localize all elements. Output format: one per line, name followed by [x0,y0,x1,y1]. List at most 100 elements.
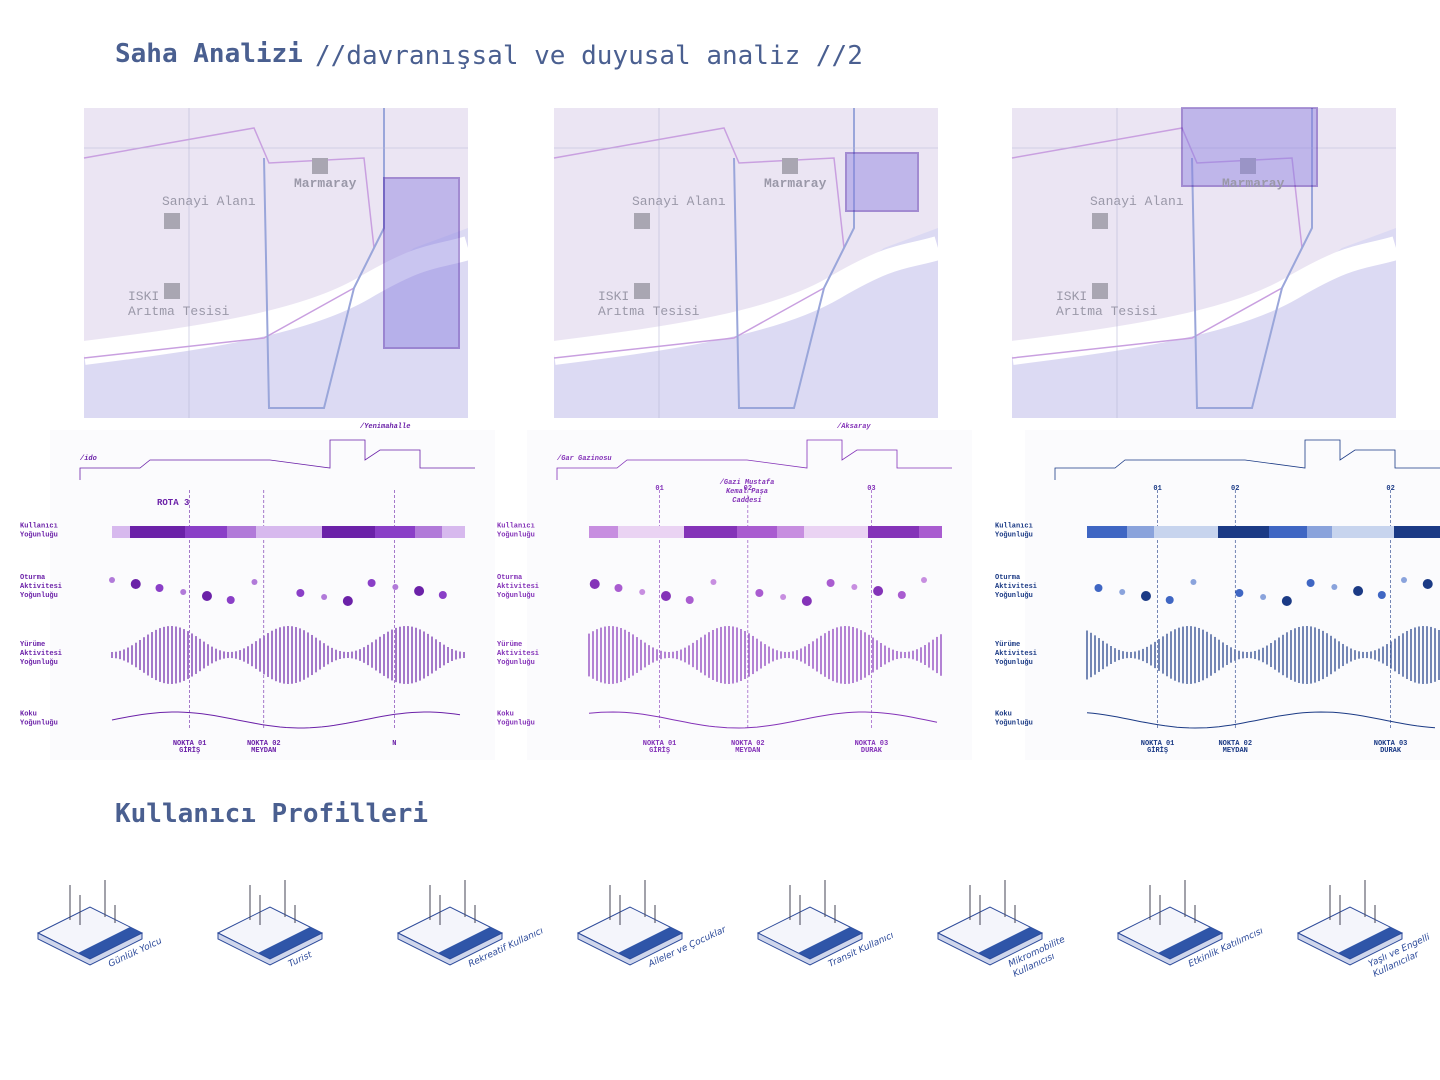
density-segment [130,526,185,538]
title: Saha Analizi [115,39,303,69]
point-label: GİRİŞ [1147,746,1168,755]
marker [1240,158,1256,174]
platform-side [217,932,323,966]
profile: Aileler ve Çocuklar [576,880,729,970]
row-label: Yoğunluğu [497,720,535,728]
map-label: ISKI [598,289,629,304]
seat-dot [710,579,717,585]
row-label: Yoğunluğu [497,659,535,667]
row-label: Yoğunluğu [995,659,1033,667]
seat-dot [685,596,694,604]
density-segment [185,526,227,538]
seat-dot [201,591,212,601]
row-label: Koku [497,711,514,719]
point-label: DURAK [861,747,883,755]
seat-dot [660,591,671,601]
density-segment [684,526,737,538]
density-segment [618,526,684,538]
seat-dot [130,579,141,589]
density-segment [112,526,130,538]
density-segment [375,526,415,538]
row-label: Yürüme [497,641,522,649]
marker [782,158,798,174]
skyline [556,439,952,480]
point-label: GİRİŞ [179,746,200,755]
row-label: Yürüme [20,641,45,649]
row-label: Yoğunluğu [995,720,1033,728]
map-label: Marmaray [764,176,827,191]
seat-dot [897,591,906,599]
row-label: Kullanıcı [20,523,58,531]
figure [249,880,296,925]
density-segment [1127,526,1154,538]
district [553,127,845,359]
seat-dot [1331,584,1338,590]
row-label: Kullanıcı [995,523,1033,531]
river [552,236,942,365]
street-label: Caddesi [732,497,761,505]
marker [634,283,650,299]
highlight [383,177,460,349]
skyline [1054,439,1440,480]
marker [1092,213,1108,229]
row-label: Aktivitesi [20,650,62,658]
boundary [263,108,385,409]
seat-dot [1260,594,1267,600]
profile: Etkinlik Katılımcısı [1116,880,1265,970]
figure [609,880,656,925]
point-label: MEYDAN [735,747,760,755]
point-label: MEYDAN [1223,747,1248,755]
row-label: Aktivitesi [995,650,1037,658]
row-label: Yoğunluğu [20,592,58,600]
point-number: 02 [1386,485,1394,493]
seat-dot [180,589,187,595]
profile: Turist [216,880,324,970]
profile: Günlük Yolcu [36,880,164,970]
seat-dot [1281,596,1292,606]
density-segment [442,526,465,538]
row-label: Yoğunluğu [20,532,58,540]
highlight [845,152,919,212]
map-label: Arıtma Tesisi [598,304,700,319]
seat-dot [226,596,235,604]
seat-dot [1377,591,1386,599]
platform-blue [1338,927,1402,959]
river [82,236,472,365]
figure [1149,880,1196,925]
platform-blue [258,927,322,959]
map-label: Sanayi Alanı [632,194,726,209]
point-number: 03 [867,485,875,493]
row-label: Koku [995,711,1012,719]
seat-dot [639,589,646,595]
seat-dot [920,577,927,583]
map-label: Sanayi Alanı [162,194,256,209]
seat-dot [1190,579,1197,585]
seat-dot [1140,591,1151,601]
platform-side [937,932,1043,966]
row-label: Oturma [20,574,46,582]
point-label: NOKTA 02 [1218,740,1252,748]
boundary [1191,108,1313,409]
density-segment [777,526,804,538]
seat-dot [851,584,858,590]
diagram-bg [1025,430,1440,760]
point-label: NOKTA 02 [731,740,765,748]
row-label: Aktivitesi [497,650,539,658]
point-label: NOKTA 01 [173,740,207,748]
point-number: 01 [1153,485,1161,493]
marker [312,158,328,174]
district [83,127,375,359]
platform-side [1297,932,1403,966]
figure [429,880,476,925]
boundary [733,108,855,409]
density-segment [737,526,777,538]
seat-dot [873,586,884,596]
seat-dot [414,586,425,596]
row-label: Oturma [497,574,523,582]
platform-blue [438,927,502,959]
section-title: Kullanıcı Profilleri [115,799,428,829]
skyline-label: /Yenimahalle [359,423,410,431]
